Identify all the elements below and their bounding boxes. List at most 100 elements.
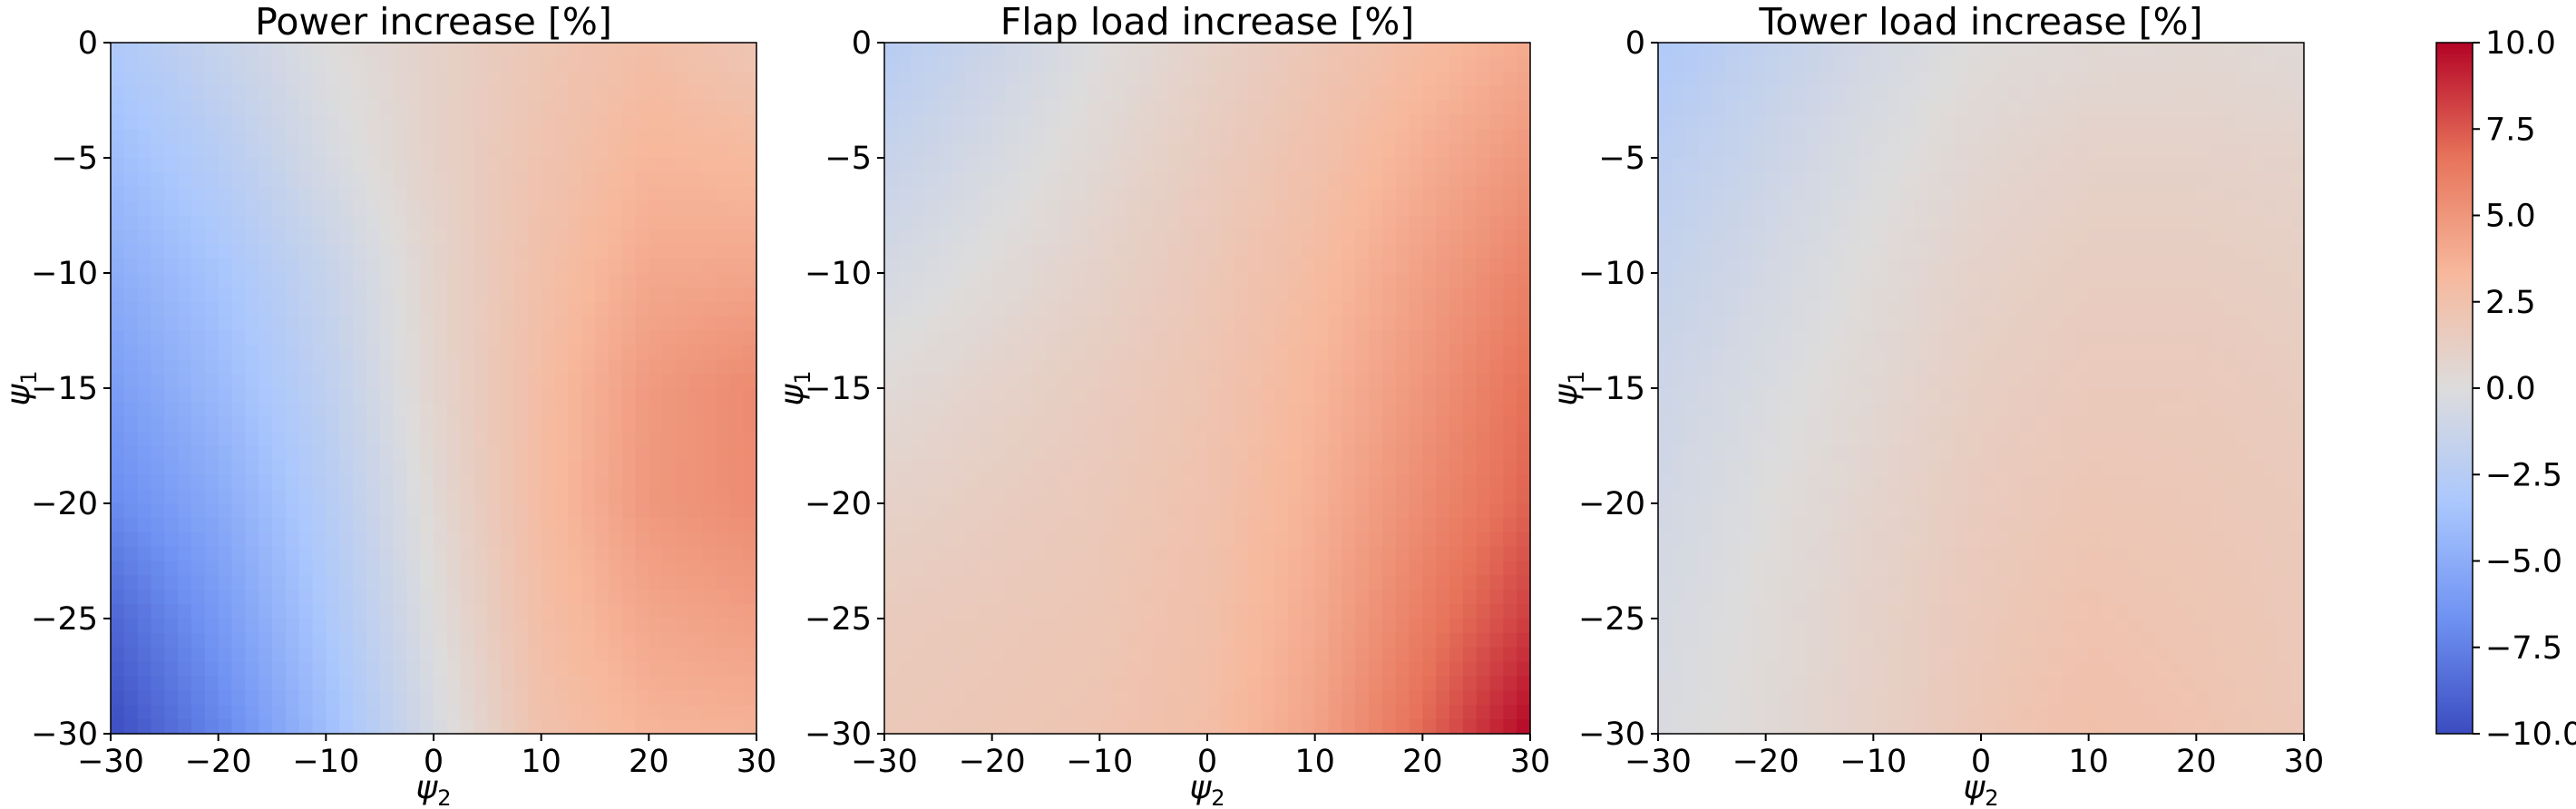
heatmap-cell: [608, 215, 623, 230]
heatmap-cell: [420, 114, 434, 130]
heatmap-cell: [514, 158, 529, 173]
heatmap-cell: [527, 359, 542, 375]
heatmap-cell: [568, 374, 582, 389]
heatmap-cell: [897, 416, 912, 433]
heatmap-cell: [473, 647, 488, 663]
heatmap-cell: [1409, 445, 1423, 461]
heatmap-cell: [1180, 273, 1195, 288]
heatmap-cell: [1127, 56, 1141, 73]
heatmap-cell: [1887, 85, 1901, 102]
heatmap-cell: [326, 489, 340, 504]
heatmap-cell: [924, 171, 939, 188]
heatmap-cell: [1005, 661, 1020, 677]
heatmap-cell: [702, 330, 717, 346]
heatmap-cell: [554, 359, 569, 375]
heatmap-cell: [595, 273, 610, 288]
heatmap-cell: [434, 143, 448, 159]
heatmap-cell: [568, 575, 582, 590]
heatmap-cell: [1436, 546, 1450, 562]
heatmap-cell: [1832, 43, 1848, 58]
heatmap-cell: [326, 200, 340, 217]
heatmap-cell: [231, 632, 246, 648]
heatmap-cell: [137, 186, 152, 202]
heatmap-cell: [1059, 517, 1074, 533]
heatmap-cell: [1261, 71, 1275, 87]
heatmap-cell: [514, 619, 529, 634]
heatmap-cell: [702, 402, 717, 418]
heatmap-cell: [938, 402, 952, 418]
heatmap-cell: [1113, 604, 1127, 619]
heatmap-cell: [978, 330, 993, 346]
heatmap-cell: [1194, 56, 1208, 73]
heatmap-cell: [151, 489, 165, 504]
heatmap-cell: [595, 460, 610, 475]
heatmap-cell: [1059, 604, 1074, 619]
heatmap-cell: [1153, 531, 1168, 548]
heatmap-cell: [951, 129, 966, 144]
heatmap-cell: [164, 661, 179, 677]
heatmap-cell: [178, 229, 192, 245]
heatmap-cell: [1194, 402, 1208, 418]
heatmap-cell: [366, 273, 381, 288]
heatmap-cell: [702, 56, 717, 73]
heatmap-cell: [1355, 531, 1370, 548]
heatmap-cell: [568, 517, 582, 533]
heatmap-cell: [298, 287, 314, 303]
heatmap-cell: [1503, 676, 1517, 691]
heatmap-cell: [151, 215, 165, 230]
heatmap-cell: [1381, 489, 1397, 504]
heatmap-cell: [231, 388, 246, 404]
heatmap-cell: [911, 330, 926, 346]
x-axis-ticks: −30 −20 −10 0 10 20 30: [77, 734, 776, 780]
heatmap-cell: [1436, 719, 1450, 735]
heatmap-cell: [2263, 100, 2278, 115]
heatmap-cell: [1301, 374, 1316, 389]
heatmap-cell: [1449, 56, 1464, 73]
heatmap-cell: [164, 186, 179, 202]
heatmap-cell: [473, 158, 488, 173]
heatmap-cell: [1832, 100, 1848, 115]
heatmap-cell: [965, 114, 980, 130]
heatmap-cell: [259, 345, 273, 360]
heatmap-cell: [259, 316, 273, 332]
heatmap-cell: [151, 647, 165, 663]
heatmap-cell: [218, 575, 233, 590]
heatmap-cell: [1820, 129, 1834, 144]
heatmap-cell: [581, 158, 596, 173]
heatmap-cell: [884, 676, 899, 691]
heatmap-cell: [178, 158, 192, 173]
heatmap-cell: [272, 719, 287, 735]
heatmap-cell: [178, 474, 192, 490]
heatmap-cell: [1194, 431, 1208, 447]
heatmap-cell: [1086, 316, 1100, 332]
heatmap-cell: [259, 359, 273, 375]
heatmap-cell: [312, 273, 327, 288]
heatmap-cell: [991, 229, 1007, 245]
heatmap-cell: [473, 560, 488, 576]
heatmap-cell: [635, 200, 649, 217]
heatmap-cell: [393, 676, 407, 691]
heatmap-cell: [487, 345, 502, 360]
heatmap-cell: [137, 359, 152, 375]
heatmap-cell: [1449, 460, 1464, 475]
heatmap-cell: [938, 460, 952, 475]
heatmap-cell: [1127, 374, 1141, 389]
heatmap-cell: [1355, 416, 1370, 433]
heatmap-cell: [1099, 676, 1114, 691]
heatmap-cell: [446, 416, 462, 433]
heatmap-cell: [527, 517, 542, 533]
heatmap-cell: [151, 402, 165, 418]
heatmap-cell: [662, 171, 677, 188]
heatmap-cell: [1328, 517, 1342, 533]
heatmap-cell: [446, 287, 462, 303]
heatmap-cell: [1489, 359, 1504, 375]
heatmap-cell: [991, 531, 1007, 548]
heatmap-cell: [1005, 632, 1020, 648]
heatmap-cell: [621, 705, 637, 720]
heatmap-cell: [1288, 531, 1303, 548]
heatmap-cell: [924, 345, 939, 360]
heatmap-cell: [1139, 258, 1155, 274]
heatmap-cell: [1503, 575, 1517, 590]
heatmap-cell: [1207, 546, 1222, 562]
heatmap-cell: [460, 287, 475, 303]
